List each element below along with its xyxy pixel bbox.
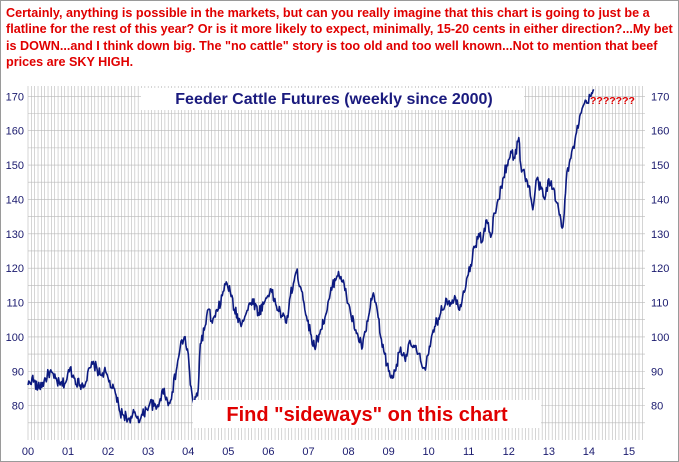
- chart-title: Feeder Cattle Futures (weekly since 2000…: [175, 91, 492, 108]
- headline-sky-high: SKY HIGH: [69, 54, 130, 69]
- headline-down-word: DOWN: [20, 38, 60, 53]
- y-tick-label-left: 80: [12, 401, 24, 413]
- y-tick-label-right: 140: [651, 194, 669, 206]
- x-tick-label: 10: [423, 446, 435, 458]
- x-tick-label: 01: [62, 446, 74, 458]
- x-tick-label: 04: [182, 446, 194, 458]
- y-tick-label-right: 170: [651, 91, 669, 103]
- x-tick-label: 00: [22, 446, 34, 458]
- chart-title-background: [141, 88, 524, 110]
- x-tick-label: 14: [583, 446, 595, 458]
- y-tick-label-left: 110: [6, 298, 24, 310]
- x-tick-label: 02: [102, 446, 114, 458]
- x-tick-label: 06: [262, 446, 274, 458]
- x-tick-label: 15: [623, 446, 635, 458]
- y-tick-label-right: 130: [651, 229, 669, 241]
- x-tick-label: 07: [302, 446, 314, 458]
- headline-part-2: ...and I think down big. The "no cattle"…: [6, 38, 658, 69]
- x-tick-label: 11: [463, 446, 474, 458]
- series-line-feeder-cattle: [27, 89, 595, 424]
- y-tick-label-left: 170: [6, 91, 24, 103]
- x-axis: 00 01 02 03 04 05 06 07 08 09 10 11 12 13 14 15: [22, 446, 635, 458]
- question-marks: ???????: [590, 95, 635, 107]
- sideways-annotation: Find "sideways" on this chart: [226, 404, 508, 426]
- y-tick-label-right: 110: [651, 298, 669, 310]
- y-tick-label-left: 100: [6, 332, 24, 344]
- y-tick-label-right: 100: [651, 332, 669, 344]
- y-tick-label-right: 120: [651, 263, 669, 275]
- x-tick-label: 03: [142, 446, 154, 458]
- y-tick-label-left: 130: [6, 229, 24, 241]
- horizontal-grid: [28, 96, 645, 424]
- y-tick-label-left: 120: [6, 263, 24, 275]
- y-axis-left: 80 90 100 110 120 130 140 150 160 170: [6, 91, 24, 412]
- x-tick-label: 08: [342, 446, 354, 458]
- x-tick-label: 12: [503, 446, 515, 458]
- headline-text: Certainly, anything is possible in the m…: [6, 5, 674, 70]
- x-tick-label: 13: [543, 446, 555, 458]
- y-tick-label-left: 150: [6, 160, 24, 172]
- y-tick-label-right: 160: [651, 126, 669, 138]
- x-tick-label: 09: [382, 446, 394, 458]
- y-axis-right: 80 90 100 110 120 130 140 150 160 170: [651, 91, 669, 412]
- y-tick-label-left: 140: [6, 194, 24, 206]
- annotation-background: [193, 400, 541, 428]
- headline-part-3: .: [129, 54, 134, 69]
- headline-part-1: Certainly, anything is possible in the m…: [6, 6, 673, 53]
- y-tick-label-right: 80: [651, 401, 663, 413]
- x-tick-label: 05: [222, 446, 234, 458]
- y-tick-label-left: 90: [12, 366, 24, 378]
- vertical-grid: [27, 86, 643, 440]
- y-tick-label-left: 160: [6, 126, 24, 138]
- y-tick-label-right: 90: [651, 366, 663, 378]
- y-tick-label-right: 150: [651, 160, 669, 172]
